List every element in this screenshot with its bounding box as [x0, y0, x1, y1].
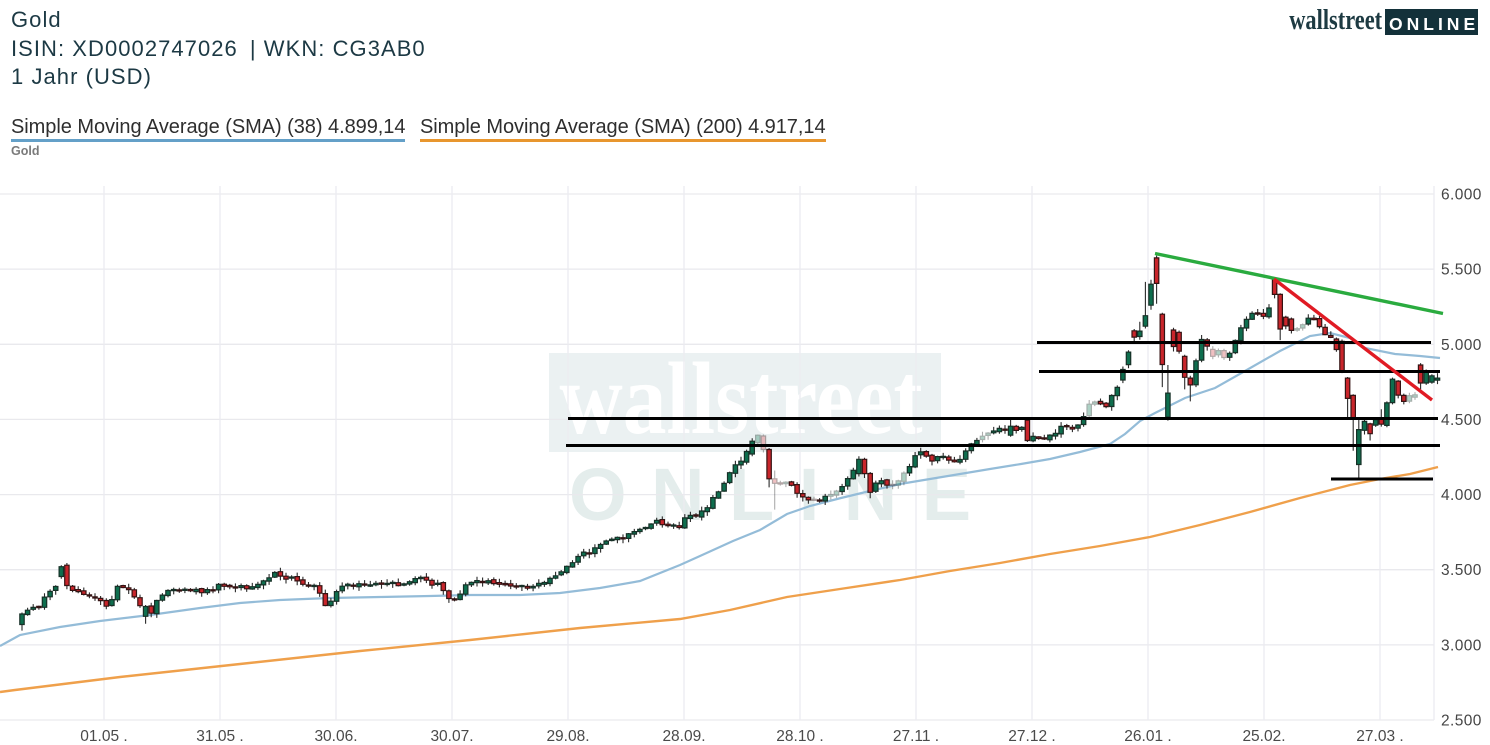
svg-text:2.500: 2.500 — [1441, 713, 1482, 730]
svg-text:28.09.: 28.09. — [662, 728, 705, 745]
svg-text:27.12 .: 27.12 . — [1008, 728, 1055, 745]
svg-text:3.500: 3.500 — [1441, 562, 1482, 579]
svg-text:27.03 .: 27.03 . — [1356, 728, 1403, 745]
svg-text:01.05 .: 01.05 . — [80, 728, 127, 745]
svg-text:wallstreet: wallstreet — [559, 341, 922, 455]
svg-text:3.000: 3.000 — [1441, 637, 1482, 654]
svg-text:26.01 .: 26.01 . — [1124, 728, 1171, 745]
svg-text:28.10 .: 28.10 . — [776, 728, 823, 745]
svg-text:6.000: 6.000 — [1441, 187, 1482, 204]
svg-text:5.000: 5.000 — [1441, 337, 1482, 354]
svg-text:4.000: 4.000 — [1441, 487, 1482, 504]
svg-text:25.02.: 25.02. — [1242, 728, 1285, 745]
svg-text:29.08.: 29.08. — [546, 728, 589, 745]
svg-text:4.500: 4.500 — [1441, 412, 1482, 429]
svg-text:27.11 .: 27.11 . — [893, 728, 939, 745]
svg-text:30.06.: 30.06. — [314, 728, 357, 745]
svg-text:5.500: 5.500 — [1441, 262, 1482, 279]
svg-text:30.07.: 30.07. — [430, 728, 473, 745]
svg-text:31.05 .: 31.05 . — [196, 728, 243, 745]
